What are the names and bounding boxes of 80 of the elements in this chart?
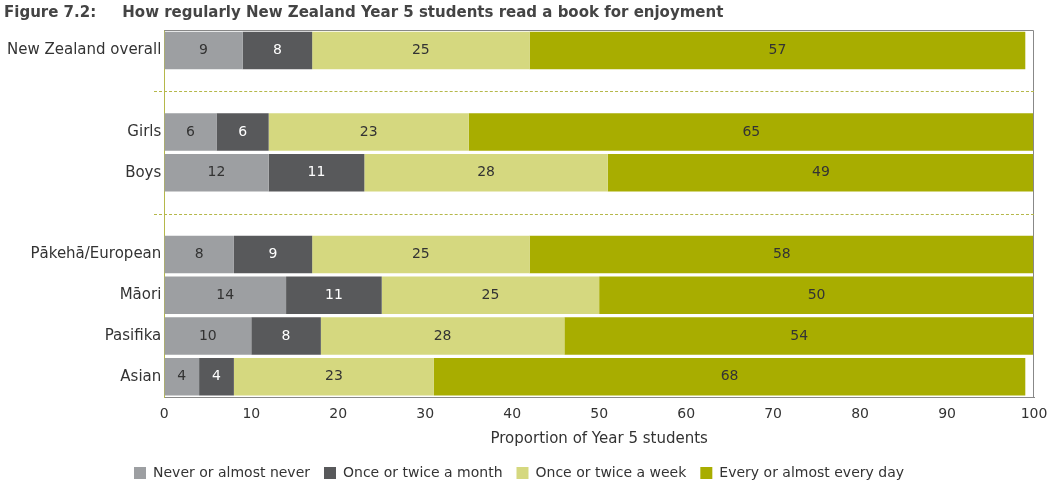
legend-label: Every or almost every day (719, 463, 904, 480)
bar (216, 113, 269, 151)
data-label: 25 (481, 285, 500, 302)
data-label: 54 (790, 326, 809, 343)
bar (268, 113, 469, 151)
data-label: 14 (216, 285, 235, 302)
bar (433, 358, 1026, 396)
bar (529, 235, 1034, 274)
x-axis-title: Proportion of Year 5 students (490, 428, 709, 447)
bar (286, 276, 382, 314)
bar (199, 358, 234, 396)
bar (599, 276, 1034, 314)
bar (607, 154, 1034, 192)
x-tick-label: 40 (503, 405, 522, 422)
data-label: 11 (307, 163, 326, 180)
y-tick-label: Boys (125, 162, 162, 181)
data-label: 10 (198, 326, 217, 343)
data-label: 8 (272, 41, 282, 58)
data-label: 50 (807, 285, 826, 302)
bar (164, 31, 243, 70)
data-label: 12 (207, 163, 226, 180)
data-label: 6 (238, 122, 248, 139)
legend-label: Once or twice a week (535, 463, 688, 480)
bar (529, 31, 1026, 70)
x-tick-label: 20 (329, 405, 348, 422)
y-tick-label: Pākehā/European (30, 244, 162, 263)
y-tick-label: New Zealand overall (6, 40, 162, 59)
y-tick-label: Asian (120, 366, 162, 385)
data-label: 6 (185, 122, 195, 139)
data-label: 68 (720, 367, 739, 384)
bar (164, 358, 200, 396)
x-tick-label: 60 (677, 405, 696, 422)
bar (164, 154, 269, 192)
legend-label: Never or almost never (153, 463, 311, 480)
x-tick-label: 70 (764, 405, 783, 422)
data-label: 58 (772, 245, 791, 262)
x-tick-label: 0 (159, 405, 169, 422)
data-label: 4 (177, 367, 187, 384)
x-tick-label: 30 (416, 405, 435, 422)
data-label: 57 (768, 41, 787, 58)
data-label: 25 (411, 41, 430, 58)
data-label: 8 (281, 326, 291, 343)
data-label: 25 (411, 245, 430, 262)
bar (381, 276, 600, 314)
bar (164, 317, 252, 355)
bar (564, 317, 1034, 355)
data-label: 23 (324, 367, 343, 384)
data-label: 9 (268, 245, 278, 262)
legend-label: Once or twice a month (343, 463, 503, 480)
bar (164, 235, 234, 274)
bar (233, 235, 313, 274)
bar (468, 113, 1034, 151)
bar (251, 317, 321, 355)
x-tick-label: 80 (851, 405, 869, 422)
data-label: 28 (477, 163, 496, 180)
y-tick-label: Pasifika (104, 325, 162, 344)
x-tick-label: 90 (938, 405, 956, 422)
bar (364, 154, 608, 192)
data-label: 23 (359, 122, 378, 139)
data-label: 8 (194, 245, 204, 262)
bar (164, 276, 287, 314)
data-label: 4 (212, 367, 222, 384)
data-label: 28 (433, 326, 452, 343)
x-tick-label: 50 (590, 405, 609, 422)
data-label: 49 (812, 163, 830, 180)
x-tick-label: 100 (1020, 405, 1048, 422)
bar (242, 31, 313, 70)
chart-title: Figure 7.2: How regularly New Zealand Year 5 students read a book for enjoyment (4, 2, 724, 21)
data-label: 9 (198, 41, 208, 58)
data-label: 11 (324, 285, 343, 302)
bar (312, 31, 530, 70)
bar (268, 154, 365, 192)
y-tick-label: Girls (127, 121, 162, 140)
bar (312, 235, 530, 274)
data-label: 65 (742, 122, 761, 139)
bar (320, 317, 565, 355)
bar (164, 113, 217, 151)
y-tick-label: Māori (119, 285, 162, 304)
x-tick-label: 10 (242, 405, 261, 422)
bar (233, 358, 434, 396)
